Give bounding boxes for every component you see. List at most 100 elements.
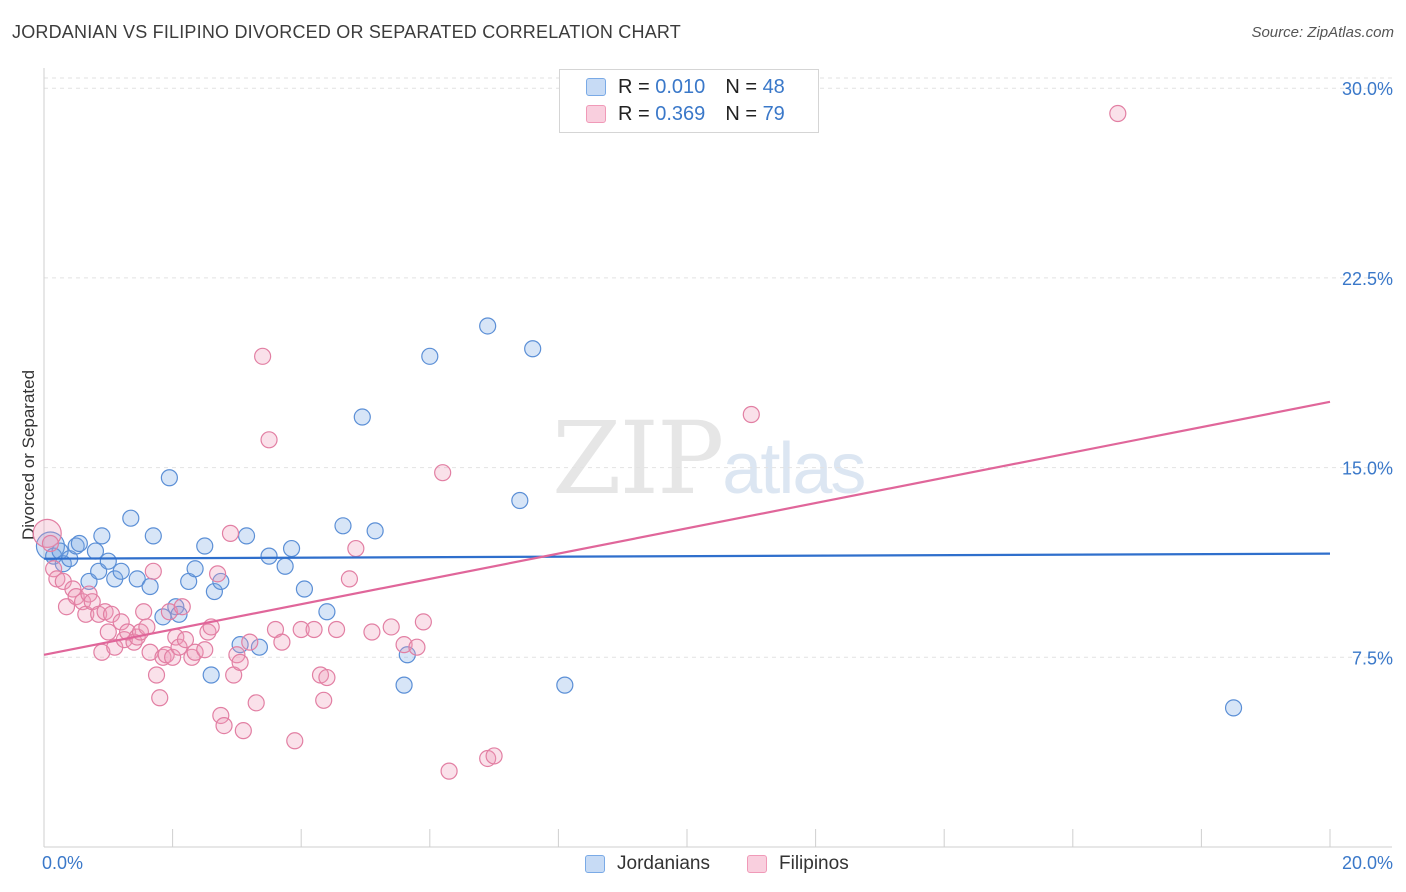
point-jordanian — [186, 560, 204, 578]
point-filipino — [260, 431, 278, 449]
y-tick-label: 15.0% — [1342, 459, 1393, 479]
legend-r-label: R = — [618, 102, 650, 125]
point-jordanian — [70, 534, 88, 553]
point-jordanian — [556, 676, 574, 694]
point-filipino — [315, 691, 333, 709]
point-filipino — [45, 560, 63, 578]
point-filipino — [347, 539, 365, 558]
point-jordanian — [196, 537, 214, 555]
point-filipino — [212, 706, 230, 725]
bottom-legend-jordanians: Jordanians — [585, 851, 710, 877]
legend-n-value: 79 — [762, 102, 785, 125]
point-jordanian — [160, 469, 178, 487]
x-tick-label-max: 20.0% — [1342, 853, 1393, 873]
point-filipino — [32, 518, 62, 548]
point-jordanian — [276, 557, 294, 575]
point-jordanian — [334, 517, 352, 535]
trend-line-jordanians — [43, 552, 1331, 560]
series-jordanians — [35, 317, 1243, 717]
point-jordanian — [99, 552, 117, 570]
point-jordanian — [122, 509, 140, 527]
axes — [43, 68, 1392, 848]
point-filipino — [135, 603, 153, 621]
point-filipino — [186, 643, 204, 661]
point-jordanian — [67, 537, 85, 555]
point-filipino — [176, 631, 195, 649]
point-jordanian — [366, 522, 384, 540]
watermark-atlas: atlas — [722, 429, 866, 509]
point-jordanian — [237, 527, 256, 545]
tick-labels: 7.5% 15.0% 22.5% 30.0% 0.0% 20.0% — [42, 79, 1393, 873]
y-tick-label: 7.5% — [1352, 648, 1393, 668]
point-filipino — [1109, 104, 1127, 123]
point-jordanian — [421, 347, 439, 365]
point-filipino — [247, 694, 265, 712]
point-filipino — [144, 562, 162, 580]
point-filipino — [99, 623, 117, 641]
point-filipino — [231, 653, 249, 671]
point-filipino — [215, 716, 233, 735]
series-filipinos — [32, 104, 1127, 780]
point-filipino — [196, 641, 214, 659]
point-filipino — [742, 405, 760, 424]
point-jordanian — [141, 577, 159, 596]
legend-row-filipinos: R = 0.369 N = 79 — [586, 102, 785, 126]
point-filipino — [173, 598, 191, 616]
point-filipino — [164, 648, 182, 666]
point-jordanian — [1224, 699, 1243, 717]
point-jordanian — [205, 582, 223, 601]
x-tick-label-min: 0.0% — [42, 853, 83, 873]
point-filipino — [112, 613, 130, 631]
bottom-legend-swatch-jordanians — [585, 855, 605, 873]
bottom-legend-swatch-filipinos — [747, 855, 767, 873]
source-label: Source: ZipAtlas.com — [1251, 24, 1394, 41]
point-filipino — [414, 613, 432, 631]
point-filipino — [395, 636, 413, 654]
point-jordanian — [318, 603, 336, 621]
legend-box: R = 0.010 N = 48 R = 0.369 N = 79 — [559, 69, 819, 133]
point-filipino — [292, 620, 310, 639]
point-jordanian — [112, 562, 130, 580]
point-filipino — [41, 534, 60, 553]
point-filipino — [273, 633, 291, 651]
point-filipino — [408, 638, 426, 656]
point-jordanian — [295, 580, 314, 598]
legend-r-value: 0.010 — [655, 75, 706, 98]
point-jordanian — [250, 638, 269, 656]
trend-line-filipinos — [43, 400, 1331, 656]
point-filipino — [183, 648, 201, 666]
y-tick-label: 30.0% — [1342, 79, 1393, 99]
legend-n-label: N = — [725, 102, 757, 125]
point-filipino — [327, 620, 346, 639]
point-jordanian — [260, 547, 278, 565]
legend-swatch-jordanians — [586, 78, 606, 96]
point-jordanian — [202, 666, 220, 684]
point-filipino — [382, 618, 400, 636]
point-jordanian — [128, 570, 146, 588]
point-jordanian — [93, 527, 111, 545]
point-jordanian — [524, 340, 542, 358]
point-jordanian — [479, 317, 497, 335]
point-filipino — [286, 732, 304, 750]
point-jordanian — [511, 491, 529, 510]
point-filipino — [221, 524, 240, 542]
point-filipino — [363, 623, 381, 641]
bottom-legend-label-jordanians: Jordanians — [617, 853, 710, 874]
trend-lines — [43, 400, 1331, 656]
point-jordanian — [395, 676, 413, 694]
chart-title: JORDANIAN VS FILIPINO DIVORCED OR SEPARA… — [12, 22, 681, 42]
legend-n-value: 48 — [762, 75, 785, 98]
point-filipino — [305, 620, 323, 639]
point-filipino — [160, 603, 178, 621]
bottom-legend-filipinos: Filipinos — [747, 851, 849, 877]
grid-lines — [44, 77, 1392, 658]
point-filipino — [151, 689, 169, 707]
legend-row-jordanians: R = 0.010 N = 48 — [586, 75, 785, 99]
point-filipino — [241, 633, 259, 651]
point-jordanian — [353, 408, 371, 426]
point-filipino — [199, 623, 217, 641]
legend-swatch-filipinos — [586, 105, 606, 123]
point-filipino — [485, 747, 503, 765]
point-filipino — [440, 762, 458, 780]
